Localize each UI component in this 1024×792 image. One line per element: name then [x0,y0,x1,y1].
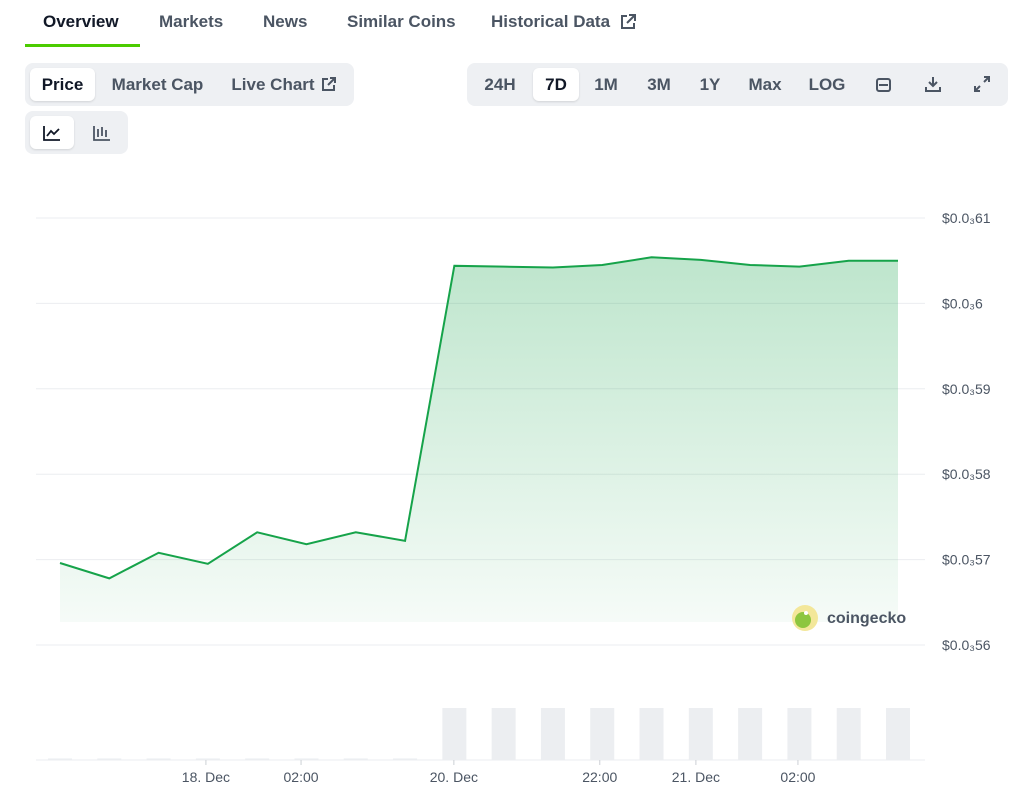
tab[interactable]: Historical Data [491,12,611,31]
y-tick-label: $0.0₃59 [942,381,991,397]
button[interactable]: Live Chart [231,74,315,94]
y-tick-label: $0.0₃58 [942,466,991,482]
volume-bar [590,708,615,760]
y-tick-label: $0.0₃57 [942,552,991,568]
volume-bar [540,708,565,760]
x-tick-label: 02:00 [284,769,319,785]
external-icon [322,77,336,91]
button[interactable]: 1Y [699,74,721,94]
tab-underline [25,44,140,47]
volume-bar [787,708,812,760]
x-tick-label: 21. Dec [672,769,720,785]
x-tick-label: 18. Dec [182,769,230,785]
tab[interactable]: Overview [43,12,119,31]
button[interactable]: Price [30,68,95,101]
range-group: 24H 7D 1M 3M 1Y Max LOG [467,63,1008,106]
fullscreen-icon[interactable] [973,75,991,93]
watermark-text: coingecko [827,610,906,627]
volume-bar [393,758,418,760]
chart-type-group [25,111,128,154]
button[interactable]: 1M [594,74,618,94]
candle-chart-button[interactable] [80,111,124,154]
button[interactable]: Max [748,74,782,94]
volume-bar [146,758,171,760]
y-tick-label: $0.0₃61 [942,210,991,226]
area [60,257,898,622]
volume-bar [639,708,664,760]
button[interactable]: 7D [533,68,579,101]
volume-bar [245,758,270,760]
button[interactable]: LOG [808,74,846,94]
price-line [59,256,898,580]
volume-bar [294,758,319,760]
external-icon [621,14,636,29]
button[interactable]: 24H [484,74,516,94]
candle-icon [93,125,110,141]
tab[interactable]: News [263,12,308,31]
volume-bar [886,708,910,760]
line-chart-button[interactable] [30,116,74,149]
tab[interactable]: Markets [159,12,224,31]
y-tick-label: $0.0₃6 [942,295,983,311]
x-tick-label: 20. Dec [430,769,478,785]
volume-bar [836,708,861,760]
x-tick-label: 02:00 [780,769,815,785]
volume-bar [195,758,220,760]
volume-bar [738,708,763,760]
volume-bar [491,708,516,760]
price-group: Price Market Cap Live Chart [25,63,354,106]
volume-bar [343,758,368,760]
download-icon[interactable] [924,75,942,93]
line-icon [43,125,60,141]
button[interactable]: Market Cap [111,74,204,94]
volume-bar [442,708,467,760]
volume-bar [97,758,122,760]
calendar-icon[interactable] [875,76,893,94]
y-tick-label: $0.0₃56 [942,637,991,653]
volume-bar [688,708,713,760]
x-tick-label: 22:00 [582,769,617,785]
tab[interactable]: Similar Coins [347,12,456,31]
watermark: coingecko [792,605,906,631]
button[interactable]: 3M [647,74,671,94]
volume-bar [48,758,72,760]
